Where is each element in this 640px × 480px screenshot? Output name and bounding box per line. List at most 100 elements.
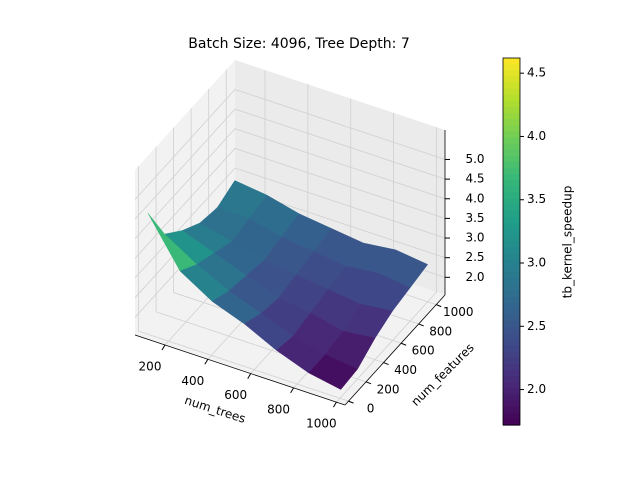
colorbar-segment — [503, 290, 520, 298]
colorbar-segment — [503, 284, 520, 292]
tick-mark — [247, 373, 252, 379]
x-axis — [134, 334, 346, 406]
tick-mark — [290, 387, 295, 394]
colorbar-segment — [503, 94, 520, 102]
x-tick-label: 800 — [267, 402, 290, 416]
colorbar-segment — [503, 168, 520, 175]
colorbar-segment — [503, 88, 520, 96]
colorbar-segment — [503, 180, 520, 188]
colorbar-segment — [503, 363, 520, 371]
z-tick-label: 2.0 — [465, 270, 484, 284]
colorbar-segment — [503, 388, 520, 396]
grid-line — [134, 147, 446, 259]
colorbar-segment — [503, 82, 520, 90]
colorbar-segment — [503, 278, 520, 285]
left-pane — [135, 60, 235, 335]
colorbar-segment — [503, 369, 520, 377]
colorbar-segment — [503, 149, 520, 157]
chart-title: Batch Size: 4096, Tree Depth: 7 — [188, 36, 409, 52]
colorbar-segment — [503, 418, 520, 426]
y-tick-label: 200 — [377, 382, 400, 396]
colorbar-segment — [503, 345, 520, 353]
colorbar-segment — [503, 412, 520, 420]
y-tick-label: 400 — [394, 363, 417, 377]
x-tick-label: 600 — [224, 388, 247, 402]
z-tick-label: 4.5 — [465, 172, 484, 186]
z-tick-label: 4.0 — [465, 191, 484, 205]
z-tick-label: 3.5 — [465, 211, 484, 225]
colorbar-segment — [503, 314, 520, 322]
colorbar-segment — [503, 394, 520, 402]
colorbar-segment — [503, 351, 520, 359]
colorbar-label: tb_kernel_speedup — [561, 186, 575, 299]
y-tick-label: 800 — [429, 324, 452, 338]
colorbar-segment — [503, 272, 520, 279]
z-tick-label: 2.5 — [465, 250, 484, 264]
colorbar-segment — [503, 119, 520, 126]
surface-patch — [308, 354, 358, 390]
colorbar-segment — [503, 247, 520, 255]
grid-line — [134, 89, 446, 200]
colorbar-segment — [503, 235, 520, 243]
colorbar-segment — [503, 210, 520, 218]
colorbar-segment — [503, 161, 520, 169]
colorbar-segment — [503, 376, 520, 383]
colorbar-segment — [503, 339, 520, 347]
colorbar-tick-label: 4.0 — [527, 129, 546, 143]
grid-line — [134, 108, 446, 220]
colorbar-segment — [503, 296, 520, 304]
colorbar-segment — [503, 327, 520, 334]
tick-mark — [204, 359, 209, 365]
colorbar-segment — [503, 321, 520, 328]
y-tick-label: 1000 — [443, 305, 474, 319]
colorbar-segment — [503, 253, 520, 261]
colorbar-segment — [503, 125, 520, 132]
colorbar-segment — [503, 357, 520, 365]
colorbar-segment — [503, 308, 520, 316]
colorbar-segment — [503, 229, 520, 236]
y-tick-label: 600 — [412, 344, 435, 358]
tick-mark — [383, 362, 389, 366]
tick-mark — [436, 304, 442, 308]
colorbar-tick-label: 3.5 — [527, 192, 546, 206]
colorbar-segment — [503, 223, 520, 230]
colorbar-segment — [503, 143, 520, 151]
tick-mark — [365, 381, 372, 385]
x-tick-label: 200 — [139, 360, 162, 374]
colorbar-segment — [503, 382, 520, 389]
y-axis — [344, 294, 446, 406]
colorbar-segment — [503, 302, 520, 310]
colorbar-segment — [503, 76, 520, 84]
colorbar-segment — [503, 259, 520, 267]
colorbar-segment — [503, 64, 520, 71]
colorbar-segment — [503, 100, 520, 108]
colorbar-segment — [503, 174, 520, 181]
x-tick-label: 400 — [181, 374, 204, 388]
z-tick-label: 3.0 — [465, 231, 484, 245]
tick-mark — [400, 342, 407, 346]
grid-line — [134, 128, 446, 240]
z-tick-label: 5.0 — [465, 152, 484, 166]
colorbar-segment — [503, 113, 520, 120]
tick-mark — [332, 401, 337, 408]
tick-mark — [348, 400, 354, 404]
plot: 2004006008001000020040060080010002.02.53… — [134, 60, 485, 431]
colorbar-segment — [503, 400, 520, 408]
colorbar-segment — [503, 217, 520, 224]
tick-mark — [418, 323, 424, 327]
colorbar-tick-label: 4.5 — [527, 66, 546, 80]
colorbar-tick-label: 3.0 — [527, 256, 546, 270]
colorbar-segment — [503, 155, 520, 163]
colorbar-segment — [503, 70, 520, 77]
colorbar-segment — [503, 333, 520, 340]
colorbar-tick-label: 2.0 — [527, 382, 546, 396]
colorbar-segment — [503, 198, 520, 206]
colorbar-tick-label: 2.5 — [527, 319, 546, 333]
colorbar-segment — [503, 131, 520, 139]
colorbar-segment — [503, 58, 520, 65]
colorbar-segment — [503, 137, 520, 145]
x-tick-label: 1000 — [306, 417, 337, 431]
grid-line — [138, 166, 349, 402]
y-tick-label: 0 — [367, 402, 375, 416]
